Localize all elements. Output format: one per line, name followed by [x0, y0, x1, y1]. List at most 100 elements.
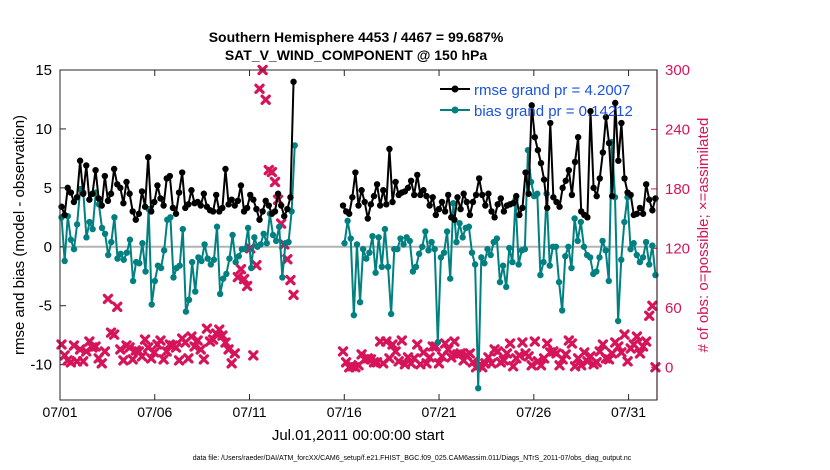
data-point	[509, 258, 516, 266]
data-point	[459, 234, 466, 241]
data-point	[361, 198, 368, 206]
data-point	[207, 261, 215, 268]
data-point	[139, 240, 146, 247]
obs-marker	[124, 342, 135, 353]
data-point	[79, 190, 87, 197]
data-point	[260, 230, 267, 238]
data-point	[373, 181, 381, 188]
data-point	[352, 169, 359, 176]
data-point	[92, 166, 99, 174]
data-point	[234, 197, 242, 205]
data-point	[612, 99, 619, 107]
data-point	[457, 205, 464, 213]
data-point	[222, 165, 229, 173]
data-point	[104, 197, 112, 205]
data-point	[247, 191, 254, 199]
data-point	[284, 205, 291, 213]
data-point	[256, 216, 263, 223]
data-point	[117, 250, 124, 258]
obs-marker	[634, 348, 646, 359]
data-point	[540, 258, 547, 266]
data-point	[590, 184, 597, 192]
data-point	[136, 260, 143, 267]
data-point	[213, 223, 221, 230]
data-point	[555, 278, 563, 286]
data-point	[522, 169, 529, 176]
data-point	[349, 194, 356, 201]
right-tick-label: 240	[665, 121, 690, 138]
data-point	[384, 263, 392, 271]
obs-marker	[591, 357, 602, 368]
obs-marker	[269, 176, 281, 188]
data-point	[419, 243, 426, 250]
data-point	[226, 255, 233, 262]
data-point	[469, 198, 477, 206]
obs-marker	[220, 337, 231, 348]
data-point	[344, 217, 351, 225]
y-tick-label: 0	[44, 239, 52, 256]
x-tick-label: 07/06	[137, 404, 172, 420]
x-axis-label: Jul.01,2011 00:00:00 start	[272, 427, 445, 444]
obs-marker	[195, 344, 206, 355]
data-point	[157, 195, 164, 202]
data-point	[369, 232, 376, 240]
y-axis-label: rmse and bias (model - observation)	[11, 115, 28, 355]
data-point	[497, 195, 504, 202]
x-tick-label: 07/01	[42, 404, 77, 420]
data-point	[367, 201, 375, 208]
data-point	[209, 208, 217, 215]
data-point	[633, 210, 641, 217]
data-point	[83, 162, 90, 169]
obs-marker	[619, 329, 630, 340]
data-point	[584, 214, 591, 221]
data-point	[61, 211, 68, 219]
y-tick-label: 5	[44, 180, 52, 197]
data-point	[142, 268, 149, 275]
data-point	[460, 190, 467, 197]
obs-marker	[446, 352, 457, 363]
data-point	[425, 247, 432, 254]
data-point	[241, 245, 249, 253]
data-point	[639, 210, 647, 217]
data-point	[262, 197, 269, 205]
data-point	[605, 139, 613, 147]
obs-marker	[390, 346, 401, 357]
data-point	[450, 199, 457, 207]
obs-marker	[173, 355, 185, 366]
data-point	[359, 245, 367, 253]
obs-marker	[56, 339, 67, 350]
data-point	[618, 119, 625, 127]
data-point	[229, 231, 236, 239]
data-point	[406, 237, 414, 245]
data-point	[389, 198, 396, 206]
data-point	[519, 204, 526, 212]
obs-marker	[155, 335, 166, 346]
data-point	[126, 190, 133, 197]
data-point	[438, 198, 446, 206]
data-point	[562, 253, 569, 260]
obs-marker	[529, 336, 541, 347]
data-point	[198, 257, 205, 265]
right-tick-label: 0	[665, 359, 673, 376]
data-point	[237, 182, 245, 189]
data-point	[120, 256, 127, 263]
data-point	[73, 194, 81, 201]
data-point	[376, 202, 384, 209]
data-point	[104, 251, 112, 259]
data-point	[86, 196, 93, 203]
data-point	[272, 237, 280, 245]
data-point	[593, 192, 600, 200]
data-point	[596, 254, 603, 261]
data-point	[639, 254, 647, 261]
obs-marker	[566, 338, 578, 349]
data-point	[364, 215, 371, 222]
data-point	[621, 218, 628, 226]
data-point	[565, 166, 573, 174]
data-point	[397, 235, 404, 242]
data-point	[499, 262, 507, 269]
right-tick-label: 60	[665, 300, 682, 317]
bias-series	[58, 138, 659, 392]
data-point	[216, 290, 224, 298]
data-point	[126, 236, 134, 243]
data-point	[129, 208, 136, 215]
